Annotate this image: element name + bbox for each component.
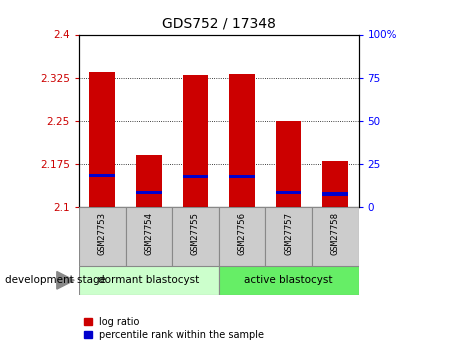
Bar [265,207,312,266]
Text: GSM27755: GSM27755 [191,212,200,255]
Bar [219,207,265,266]
Bar [322,161,348,207]
Text: GSM27754: GSM27754 [144,212,153,255]
Text: GSM27757: GSM27757 [284,212,293,255]
Bar [312,207,359,266]
Bar [136,155,161,207]
Text: GSM27753: GSM27753 [98,212,107,255]
Bar [276,191,301,194]
Bar [276,121,301,207]
Bar [89,174,115,177]
Bar [183,75,208,207]
Text: active blastocyst: active blastocyst [244,275,333,285]
Polygon shape [57,272,74,289]
Legend: log ratio, percentile rank within the sample: log ratio, percentile rank within the sa… [84,317,264,340]
Text: dormant blastocyst: dormant blastocyst [98,275,199,285]
Bar [125,207,172,266]
Bar [79,266,219,295]
Text: GSM27756: GSM27756 [238,212,247,255]
Title: GDS752 / 17348: GDS752 / 17348 [162,17,276,31]
Bar [229,73,255,207]
Bar [172,207,219,266]
Bar [219,266,359,295]
Text: GSM27758: GSM27758 [331,212,340,255]
Bar [322,192,348,196]
Bar [79,207,125,266]
Text: development stage: development stage [5,275,106,285]
Bar [183,175,208,178]
Bar [229,175,255,178]
Bar [89,72,115,207]
Bar [136,191,161,194]
